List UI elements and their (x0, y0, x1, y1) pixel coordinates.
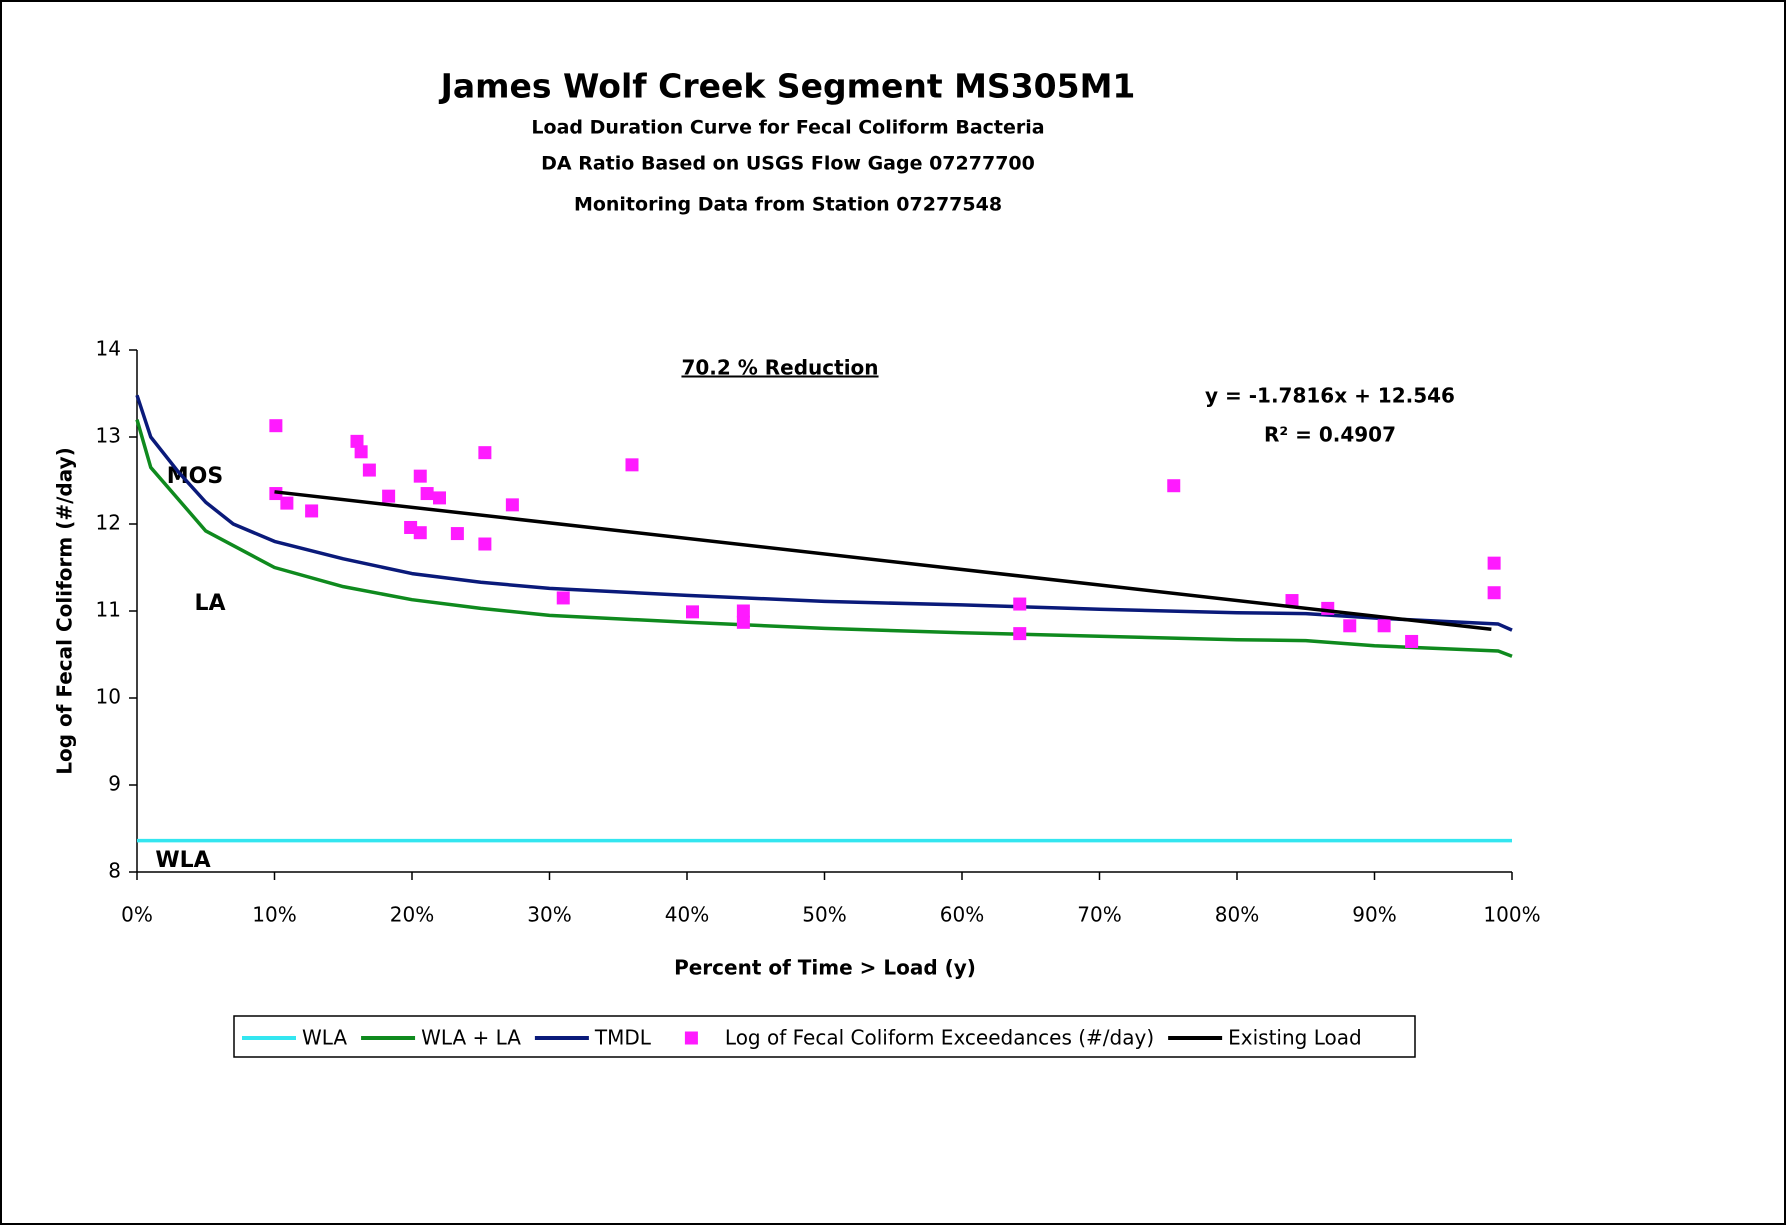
annotation: R² = 0.4907 (1264, 423, 1396, 447)
scatter-point (1405, 634, 1419, 648)
line-series (135, 394, 1513, 632)
scatter-point (450, 527, 464, 541)
scatter-point (433, 491, 446, 505)
x-tick-label: 0% (121, 903, 153, 927)
scatter-point (1285, 594, 1299, 608)
legend-label: WLA + LA (421, 1026, 521, 1050)
subtitle: Monitoring Data from Station 07277548 (574, 194, 1002, 216)
line-series (135, 419, 1513, 658)
scatter-point (354, 445, 368, 459)
x-tick-label: 20% (390, 903, 434, 927)
x-tick-label: 50% (802, 903, 846, 927)
y-tick-label: 9 (108, 772, 121, 796)
x-tick-label: 70% (1077, 903, 1121, 927)
scatter-point (1377, 619, 1391, 633)
annotation: y = -1.7816x + 12.546 (1205, 384, 1455, 408)
legend-label: Existing Load (1228, 1026, 1362, 1050)
y-tick-label: 14 (96, 337, 121, 361)
scatter-point (556, 591, 570, 605)
legend-label: WLA (302, 1026, 347, 1050)
scatter-point (1013, 597, 1027, 611)
scatter-point (736, 604, 750, 618)
scatter-point (1487, 586, 1501, 600)
scatter-point (413, 526, 427, 540)
line-series (274, 490, 1492, 632)
legend-label: TMDL (594, 1026, 652, 1050)
scatter-point (305, 504, 319, 518)
scatter-point (350, 434, 364, 448)
y-tick-label: 10 (96, 685, 121, 709)
x-tick-label: 80% (1215, 903, 1259, 927)
subtitle: DA Ratio Based on USGS Flow Gage 0727770… (541, 153, 1035, 175)
scatter-point (478, 537, 492, 551)
scatter-point (1487, 556, 1501, 570)
x-tick-label: 60% (940, 903, 984, 927)
scatter-point (1343, 619, 1357, 633)
x-tick-label: 10% (252, 903, 296, 927)
scatter-point (420, 487, 434, 501)
scatter-point (1167, 479, 1181, 493)
subtitle: Load Duration Curve for Fecal Coliform B… (531, 117, 1044, 139)
y-axis-label: Log of Fecal Coliform (#/day) (53, 447, 77, 775)
legend-swatch (684, 1031, 698, 1045)
scatter-point (736, 615, 750, 629)
x-axis-label: Percent of Time > Load (y) (674, 956, 976, 980)
scatter-point (413, 469, 427, 483)
scatter-point (269, 419, 283, 433)
x-tick-label: 30% (527, 903, 571, 927)
scatter-point (382, 489, 396, 503)
legend-label: Log of Fecal Coliform Exceedances (#/day… (725, 1026, 1154, 1050)
scatter-point (625, 458, 639, 472)
scatter-point (362, 463, 376, 477)
scatter-point (478, 446, 492, 460)
x-tick-label: 100% (1483, 903, 1540, 927)
y-tick-label: 13 (96, 424, 121, 448)
y-tick-label: 8 (108, 859, 121, 883)
scatter-point (505, 498, 519, 512)
chart-title: James Wolf Creek Segment MS305M1 (439, 67, 1136, 106)
scatter-point (280, 496, 294, 510)
x-tick-label: 40% (665, 903, 709, 927)
scatter-point (686, 605, 699, 619)
annotation: WLA (155, 848, 210, 873)
x-tick-label: 90% (1352, 903, 1396, 927)
y-tick-label: 11 (96, 598, 121, 622)
y-tick-label: 12 (96, 511, 121, 535)
scatter-point (1013, 627, 1027, 641)
annotation: 70.2 % Reduction (681, 356, 878, 380)
annotation: LA (194, 591, 225, 616)
